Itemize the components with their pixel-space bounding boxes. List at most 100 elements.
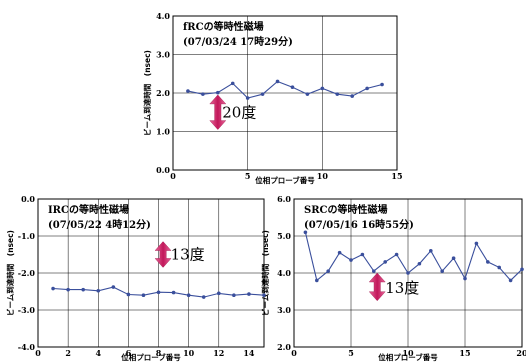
data-point bbox=[186, 293, 191, 298]
ylabel-irc: ビーム到達時間 (nsec) bbox=[5, 230, 15, 316]
x-tick-label: 5 bbox=[245, 171, 251, 181]
data-point bbox=[508, 278, 513, 283]
y-tick-label: 3.0 bbox=[156, 50, 170, 60]
data-point bbox=[66, 287, 70, 292]
annotation-label: 13度 bbox=[385, 279, 419, 297]
x-tick-label: 2 bbox=[65, 348, 71, 358]
x-tick-label: 0 bbox=[35, 348, 41, 358]
data-point bbox=[156, 290, 161, 295]
x-tick-label: 5 bbox=[348, 348, 354, 358]
y-tick-label: 0.0 bbox=[21, 194, 35, 204]
chart-subtitle: (07/03/24 17時29分) bbox=[183, 35, 293, 48]
x-tick-label: 0 bbox=[291, 348, 297, 358]
ylabel-frc: ビーム到達時間 (nsec) bbox=[142, 50, 152, 136]
data-point bbox=[230, 81, 235, 86]
chart-frc: ビーム到達時間 (nsec) 位相プローブ番号 0 5 10 15 0.0 1.0 2.0 3… bbox=[142, 11, 403, 185]
x-tick-label: 0 bbox=[170, 171, 176, 181]
data-point bbox=[141, 293, 146, 298]
y-tick-label: -1.0 bbox=[18, 231, 36, 241]
plot-frame bbox=[293, 198, 523, 348]
data-point bbox=[372, 269, 376, 273]
data-point bbox=[126, 292, 131, 297]
data-point bbox=[201, 92, 205, 96]
data-point bbox=[232, 293, 236, 298]
data-point bbox=[337, 250, 342, 255]
double-arrow-icon bbox=[368, 272, 386, 302]
plot-frame bbox=[172, 15, 398, 171]
data-point bbox=[349, 258, 353, 262]
y-tick-label: 6.0 bbox=[277, 194, 291, 204]
data-point bbox=[111, 285, 116, 289]
data-point bbox=[406, 271, 410, 275]
data-point bbox=[217, 291, 221, 296]
y-tick-label: 2.0 bbox=[156, 88, 170, 98]
data-point bbox=[335, 92, 340, 96]
data-point bbox=[380, 82, 384, 87]
xlabel-irc: 位相プローブ番号 bbox=[121, 352, 181, 362]
annotation-label: 20度 bbox=[222, 103, 256, 121]
y-tick-label: 4.0 bbox=[156, 11, 170, 21]
y-tick-label: -2.0 bbox=[18, 268, 36, 278]
chart-title: fRCの等時性磁場 bbox=[183, 20, 264, 33]
y-tick-label: -4.0 bbox=[18, 342, 36, 352]
data-point bbox=[463, 276, 467, 281]
series-line bbox=[304, 232, 523, 282]
x-tick-label: 12 bbox=[213, 348, 224, 358]
x-tick-label: 8 bbox=[156, 348, 162, 358]
chart-title: SRCの等時性磁場 bbox=[304, 203, 388, 216]
y-tick-label: 3.0 bbox=[277, 305, 291, 315]
data-point bbox=[486, 260, 490, 264]
x-tick-label: 10 bbox=[183, 348, 195, 358]
data-point bbox=[260, 92, 265, 96]
data-point bbox=[216, 90, 220, 95]
data-point bbox=[247, 292, 251, 296]
y-tick-label: 1.0 bbox=[156, 127, 170, 137]
x-tick-label: 10 bbox=[317, 171, 329, 181]
data-point bbox=[315, 278, 319, 283]
y-tick-label: 4.0 bbox=[277, 268, 291, 278]
data-point bbox=[429, 249, 433, 253]
y-tick-label: -3.0 bbox=[18, 305, 36, 315]
data-point bbox=[440, 269, 445, 273]
data-point bbox=[303, 230, 308, 235]
x-tick-label: 6 bbox=[126, 348, 132, 358]
y-tick-label: 5.0 bbox=[277, 231, 291, 241]
xlabel-frc: 位相プローブ番号 bbox=[255, 175, 315, 185]
y-tick-label: 0.0 bbox=[156, 165, 170, 175]
data-point bbox=[451, 256, 456, 261]
data-point bbox=[383, 260, 388, 264]
data-point bbox=[394, 252, 399, 257]
data-point bbox=[262, 293, 266, 298]
xlabel-src: 位相プローブ番号 bbox=[378, 352, 438, 362]
y-tick-label: 2.0 bbox=[277, 342, 291, 352]
data-point bbox=[201, 295, 206, 299]
x-tick-label: 15 bbox=[459, 348, 470, 358]
data-point bbox=[320, 86, 325, 91]
data-point bbox=[245, 96, 250, 100]
data-point bbox=[350, 94, 355, 98]
data-point bbox=[365, 86, 369, 91]
data-point bbox=[326, 269, 331, 273]
double-arrow-icon bbox=[154, 241, 172, 268]
chart-subtitle: (07/05/16 16時55分) bbox=[304, 218, 414, 231]
ylabel-src: ビーム到達時間 (nsec) bbox=[260, 230, 270, 316]
data-point bbox=[305, 92, 310, 96]
plot-frame bbox=[37, 198, 265, 348]
data-point bbox=[290, 85, 295, 90]
x-tick-label: 14 bbox=[243, 348, 255, 358]
x-tick-label: 10 bbox=[402, 348, 414, 358]
data-point bbox=[497, 265, 502, 270]
data-point bbox=[417, 261, 422, 266]
data-point bbox=[171, 290, 176, 295]
x-tick-label: 15 bbox=[391, 171, 402, 181]
x-tick-label: 4 bbox=[95, 348, 101, 358]
data-point bbox=[360, 252, 365, 257]
data-point bbox=[474, 241, 479, 246]
chart-title: IRCの等時性磁場 bbox=[48, 203, 129, 216]
x-tick-label: 20 bbox=[516, 348, 526, 358]
chart-irc: ビーム到達時間 (nsec) 位相プローブ番号 0 2 4 6 8 10 12 14 -4.0 -… bbox=[5, 194, 266, 362]
data-point bbox=[520, 267, 524, 272]
data-point bbox=[81, 287, 85, 292]
annotation-label: 13度 bbox=[171, 246, 205, 264]
